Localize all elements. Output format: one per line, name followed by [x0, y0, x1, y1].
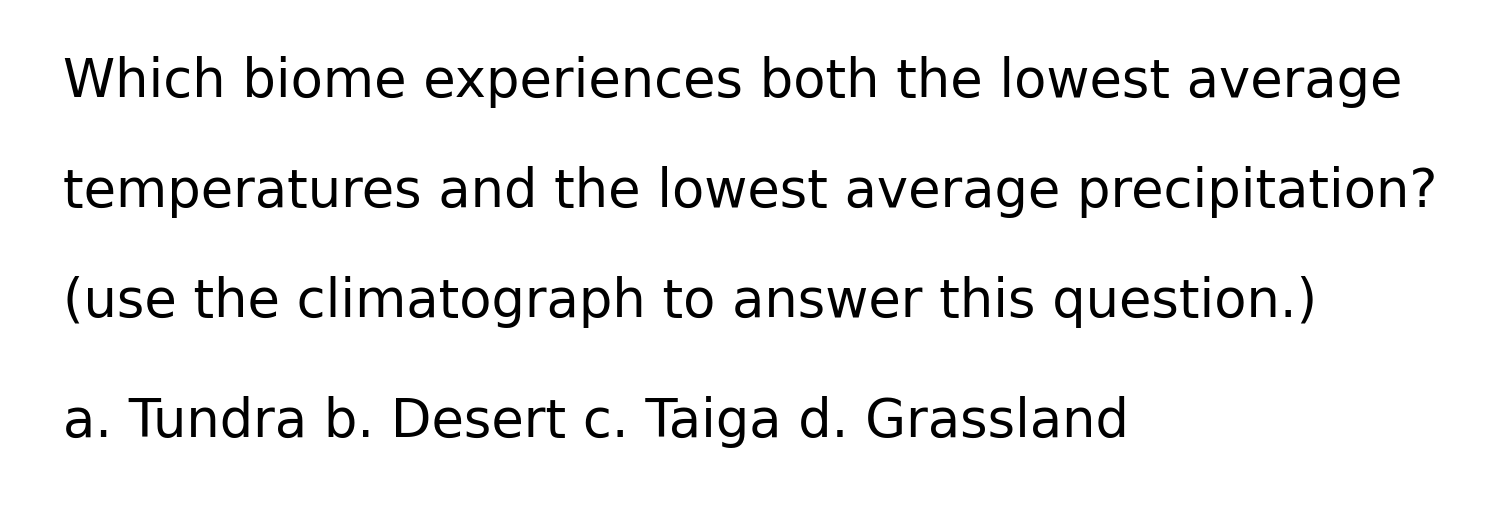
Text: temperatures and the lowest average precipitation?: temperatures and the lowest average prec… — [63, 166, 1437, 218]
Text: a. Tundra b. Desert c. Taiga d. Grassland: a. Tundra b. Desert c. Taiga d. Grasslan… — [63, 396, 1130, 449]
Text: (use the climatograph to answer this question.): (use the climatograph to answer this que… — [63, 276, 1317, 328]
Text: Which biome experiences both the lowest average: Which biome experiences both the lowest … — [63, 56, 1402, 108]
